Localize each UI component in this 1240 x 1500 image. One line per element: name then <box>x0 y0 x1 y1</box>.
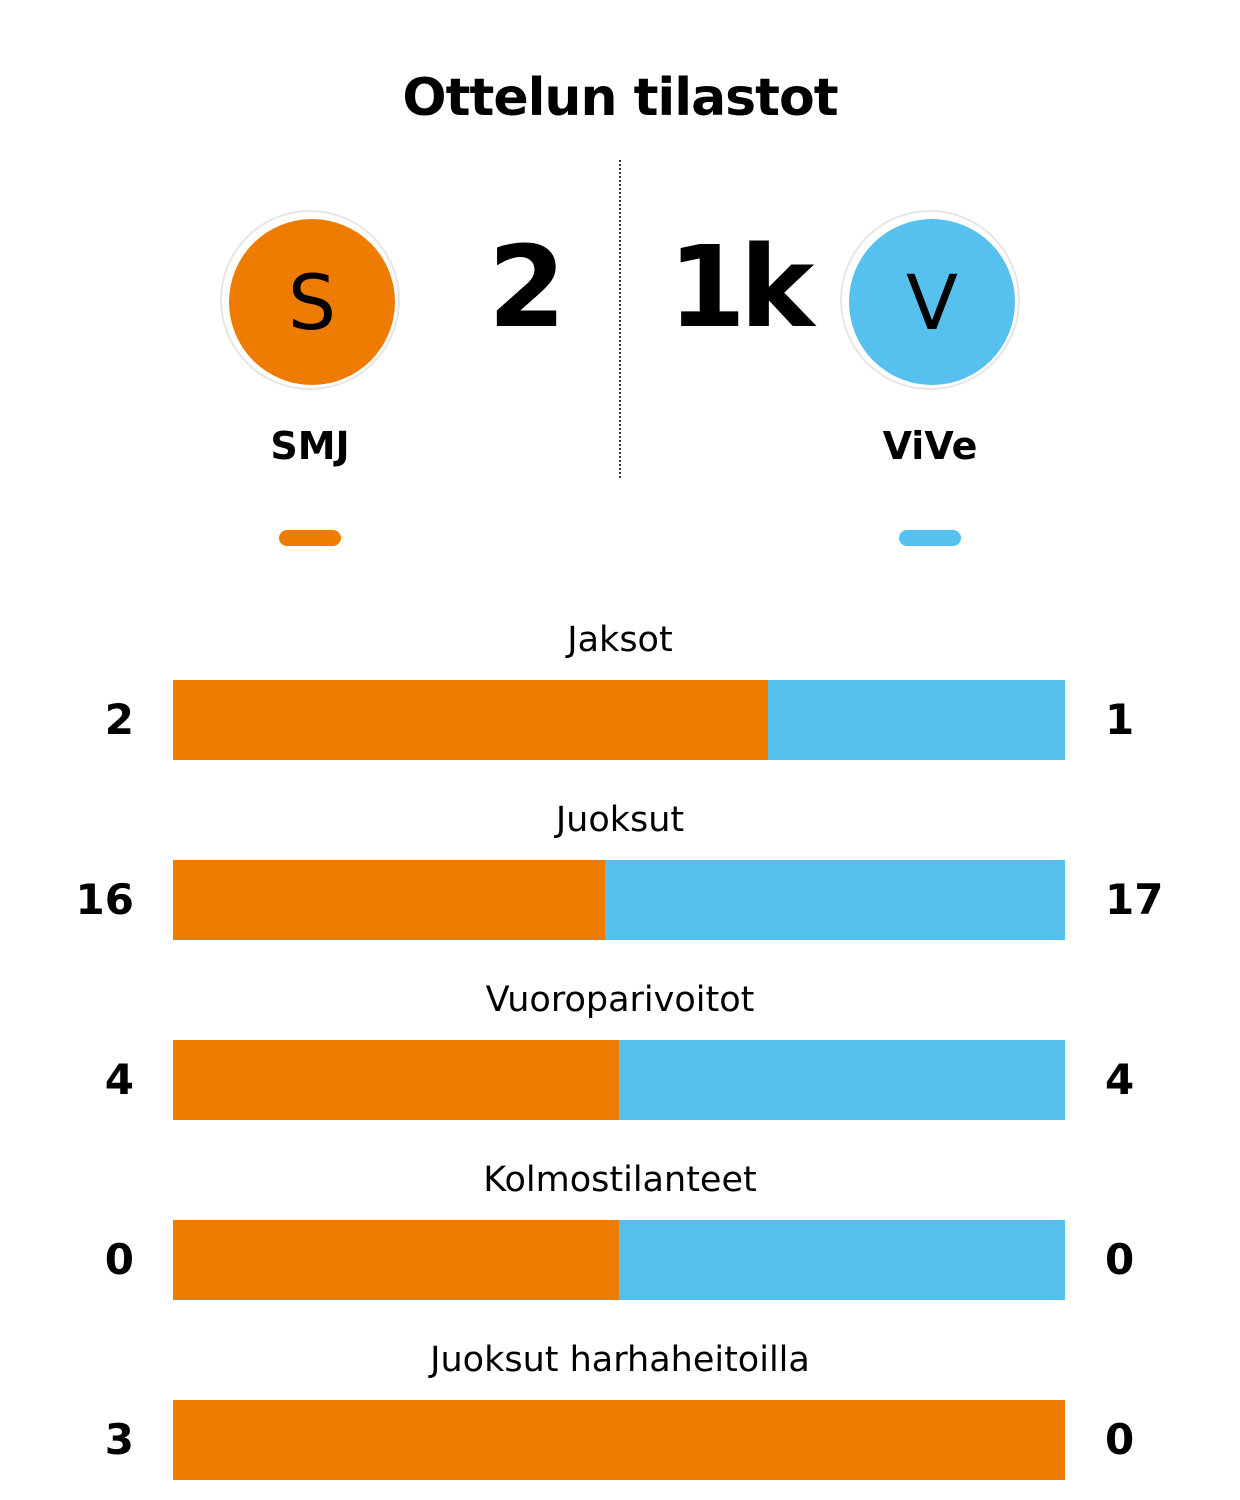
home-stat-bar <box>173 1040 619 1120</box>
home-stat-bar <box>173 680 768 760</box>
stat-label: Vuoroparivoitot <box>485 980 755 1020</box>
away-team-logo: V <box>840 210 1020 390</box>
home-stat-bar <box>173 1400 1065 1480</box>
home-stat-bar <box>173 1220 619 1300</box>
stat-label: Juoksut <box>555 800 685 840</box>
away-stat-value: 1 <box>1105 695 1135 744</box>
stat-label: Kolmostilanteet <box>483 1160 757 1200</box>
away-stat-bar <box>768 680 1065 760</box>
away-stat-bar <box>619 1040 1065 1120</box>
away-stat-bar <box>605 860 1065 940</box>
home-stat-value: 0 <box>104 1235 134 1284</box>
home-stat-value: 2 <box>104 695 134 744</box>
home-team-logo: S <box>220 210 400 390</box>
home-team-initial: S <box>229 219 395 385</box>
score-divider <box>619 160 621 478</box>
away-team-initial: V <box>849 219 1015 385</box>
away-stat-value: 0 <box>1105 1235 1135 1284</box>
home-stat-value: 4 <box>104 1055 134 1104</box>
home-score: 2 <box>488 223 566 353</box>
away-legend-swatch <box>899 530 961 546</box>
away-score: 1k <box>668 223 814 353</box>
away-stat-value: 0 <box>1105 1415 1135 1464</box>
chart-title: Ottelun tilastot <box>402 68 838 128</box>
home-stat-value: 16 <box>75 875 134 924</box>
away-stat-value: 17 <box>1105 875 1164 924</box>
away-stat-bar <box>619 1220 1065 1300</box>
away-team-name: ViVe <box>882 424 978 468</box>
home-stat-value: 3 <box>104 1415 134 1464</box>
stat-label: Jaksot <box>567 620 673 660</box>
home-stat-bar <box>173 860 605 940</box>
stat-label: Juoksut harhaheitoilla <box>430 1340 810 1380</box>
home-team-name: SMJ <box>270 424 350 468</box>
away-stat-value: 4 <box>1105 1055 1135 1104</box>
home-legend-swatch <box>279 530 341 546</box>
